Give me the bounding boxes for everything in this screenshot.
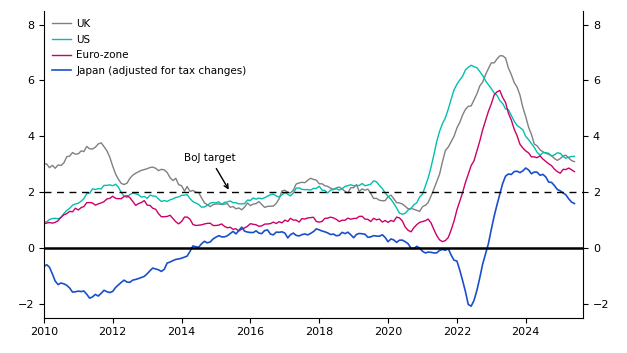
Line: US: US	[44, 65, 574, 222]
Text: BoJ target: BoJ target	[184, 153, 236, 189]
Legend: UK, US, Euro-zone, Japan (adjusted for tax changes): UK, US, Euro-zone, Japan (adjusted for t…	[49, 16, 250, 79]
Line: Japan (adjusted for tax changes): Japan (adjusted for tax changes)	[44, 168, 574, 306]
Line: Euro-zone: Euro-zone	[44, 90, 574, 242]
Line: UK: UK	[44, 56, 574, 211]
